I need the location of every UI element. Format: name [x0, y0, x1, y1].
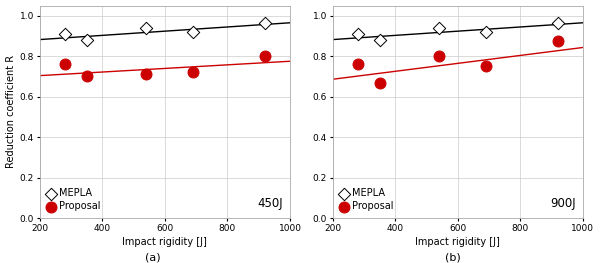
MEPLA [260, 21, 270, 26]
MEPLA [60, 32, 70, 36]
Legend: MEPLA, Proposal: MEPLA, Proposal [337, 186, 395, 213]
Proposal [434, 54, 444, 58]
X-axis label: Impact rigidity [J]: Impact rigidity [J] [122, 237, 207, 247]
Text: (b): (b) [445, 252, 461, 262]
Y-axis label: Reduction coefficient R: Reduction coefficient R [5, 55, 16, 168]
X-axis label: Impact rigidity [J]: Impact rigidity [J] [415, 237, 500, 247]
MEPLA [375, 38, 385, 43]
Proposal [553, 39, 563, 43]
Text: 900J: 900J [550, 197, 575, 210]
MEPLA [434, 26, 444, 30]
Proposal [141, 72, 151, 76]
MEPLA [553, 21, 563, 26]
Proposal [82, 74, 91, 79]
Proposal [60, 62, 70, 66]
Proposal [353, 62, 362, 66]
Legend: MEPLA, Proposal: MEPLA, Proposal [44, 186, 103, 213]
MEPLA [188, 30, 198, 34]
Proposal [260, 54, 270, 58]
MEPLA [141, 26, 151, 30]
MEPLA [353, 32, 362, 36]
Proposal [375, 81, 385, 85]
Text: 450J: 450J [257, 197, 283, 210]
MEPLA [82, 38, 91, 43]
Proposal [481, 64, 491, 68]
Proposal [188, 70, 198, 74]
MEPLA [481, 30, 491, 34]
Text: (a): (a) [145, 252, 161, 262]
